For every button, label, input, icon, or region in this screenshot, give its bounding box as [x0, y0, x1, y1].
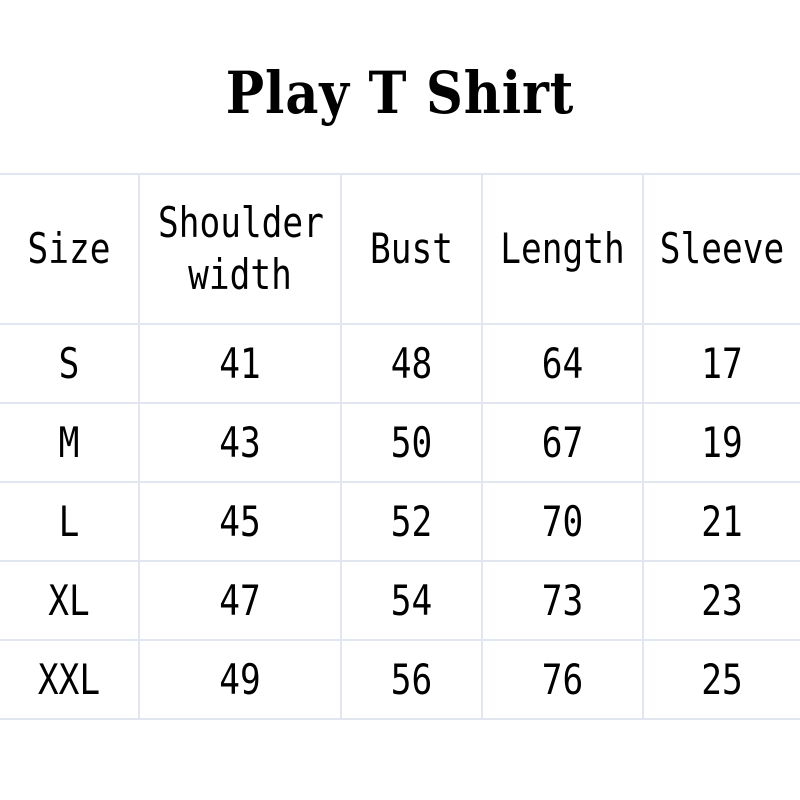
cell-shoulder-width-value: 43	[219, 417, 261, 467]
column-header-bust: Bust	[340, 173, 482, 325]
cell-bust: 50	[340, 402, 482, 483]
cell-length: 67	[481, 402, 643, 483]
cell-shoulder-width: 41	[138, 323, 341, 404]
cell-sleeve-value: 19	[701, 417, 743, 467]
cell-sleeve-value: 17	[701, 338, 743, 388]
cell-size: S	[0, 323, 139, 404]
cell-size-value: XL	[48, 575, 90, 625]
cell-length: 73	[481, 560, 643, 641]
column-header-length-label: Length	[500, 224, 625, 273]
cell-bust-value: 50	[390, 417, 433, 467]
cell-length-value: 73	[541, 575, 584, 625]
cell-size-value: M	[58, 417, 80, 467]
table-header-row: Size Shoulder width Bust Length Sleeve	[0, 173, 800, 325]
cell-length-value: 76	[541, 654, 584, 704]
cell-bust-value: 54	[390, 575, 433, 625]
cell-shoulder-width: 47	[138, 560, 341, 641]
cell-bust: 54	[340, 560, 482, 641]
cell-length: 70	[481, 481, 643, 562]
column-header-shoulder-width-label: Shoulder width	[158, 198, 324, 299]
column-header-size: Size	[0, 173, 139, 325]
cell-bust: 52	[340, 481, 482, 562]
cell-sleeve: 17	[642, 323, 800, 404]
cell-size-value: L	[58, 496, 80, 546]
cell-size: L	[0, 481, 139, 562]
page-title: Play T Shirt	[225, 59, 575, 127]
cell-bust-value: 56	[390, 654, 433, 704]
cell-shoulder-width-value: 47	[219, 575, 261, 625]
cell-size: XL	[0, 560, 139, 641]
cell-length-value: 67	[541, 417, 584, 467]
cell-length: 76	[481, 639, 643, 720]
table-row: S 41 48 64 17	[0, 323, 800, 404]
cell-shoulder-width: 49	[138, 639, 341, 720]
cell-sleeve: 19	[642, 402, 800, 483]
column-header-shoulder-width: Shoulder width	[138, 173, 341, 325]
cell-sleeve: 23	[642, 560, 800, 641]
table-row: XL 47 54 73 23	[0, 560, 800, 641]
cell-sleeve-value: 21	[701, 496, 743, 546]
cell-sleeve-value: 25	[701, 654, 743, 704]
cell-sleeve: 21	[642, 481, 800, 562]
cell-shoulder-width-value: 45	[219, 496, 261, 546]
column-header-length: Length	[481, 173, 643, 325]
cell-size: XXL	[0, 639, 139, 720]
cell-shoulder-width: 43	[138, 402, 341, 483]
cell-bust: 56	[340, 639, 482, 720]
cell-bust-value: 52	[390, 496, 433, 546]
cell-length-value: 70	[541, 496, 584, 546]
cell-size-value: S	[58, 338, 80, 388]
column-header-size-label: Size	[27, 224, 111, 273]
column-header-sleeve-label: Sleeve	[659, 224, 785, 273]
column-header-bust-label: Bust	[370, 224, 453, 273]
cell-size: M	[0, 402, 139, 483]
cell-sleeve-value: 23	[701, 575, 743, 625]
cell-shoulder-width-value: 41	[219, 338, 261, 388]
cell-size-value: XXL	[37, 654, 101, 704]
table-row: M 43 50 67 19	[0, 402, 800, 483]
column-header-sleeve: Sleeve	[642, 173, 800, 325]
cell-sleeve: 25	[642, 639, 800, 720]
cell-length-value: 64	[541, 338, 584, 388]
size-chart-table: Size Shoulder width Bust Length Sleeve S	[0, 173, 800, 720]
cell-length: 64	[481, 323, 643, 404]
table-row: L 45 52 70 21	[0, 481, 800, 562]
table-row: XXL 49 56 76 25	[0, 639, 800, 720]
cell-shoulder-width-value: 49	[219, 654, 261, 704]
cell-shoulder-width: 45	[138, 481, 341, 562]
cell-bust: 48	[340, 323, 482, 404]
cell-bust-value: 48	[390, 338, 433, 388]
